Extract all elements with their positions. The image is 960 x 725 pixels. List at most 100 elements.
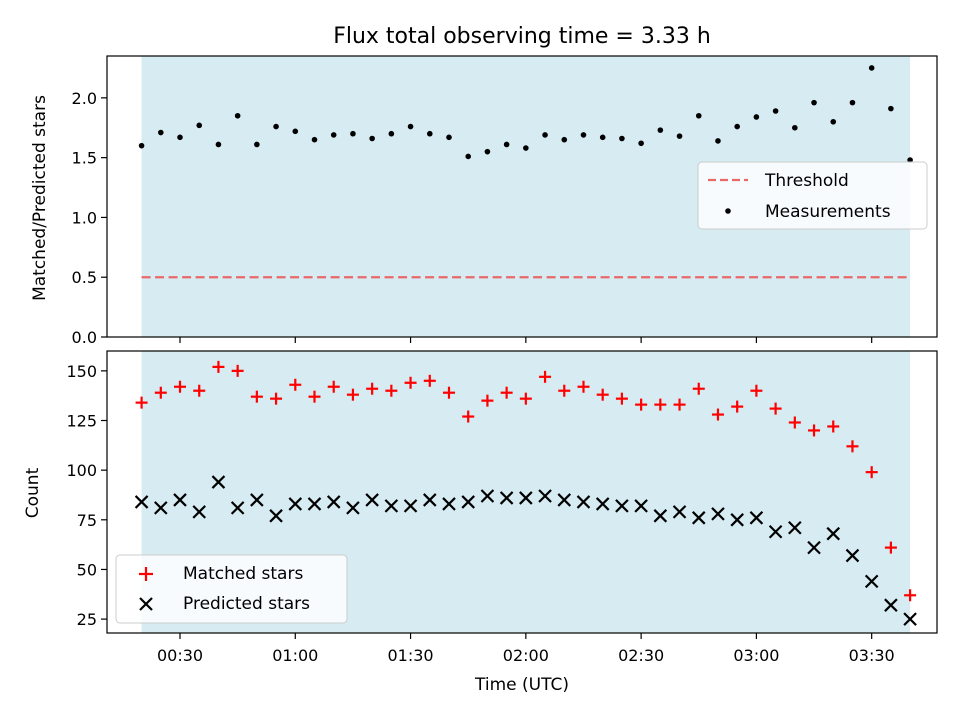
x-b [788,520,802,535]
x-b [480,489,495,503]
predicted-star-point [480,489,495,503]
predicted-star-point [768,524,783,539]
matched-star-point [404,376,417,389]
legend-matched-swatch [139,567,153,581]
matched-star-point [154,386,167,399]
x-b [730,513,744,527]
predicted-star-point [691,511,706,525]
x-tick-label: 00:30 [157,646,203,665]
matched-star-point [846,440,859,453]
x-tick-label: 03:00 [733,646,779,665]
x-tick-label: 02:30 [618,646,664,665]
y-tick-label: 2.0 [72,89,97,108]
predicted-star-point [269,509,283,523]
ratio-y-axis-label: Matched/Predicted stars [30,95,50,301]
predicted-star-point [134,495,149,509]
y-tick-label: 1.5 [72,149,97,168]
predicted-star-point [557,493,572,507]
matched-star-point [769,402,782,415]
predicted-star-point [154,501,168,515]
matched-star-point [250,390,263,403]
matched-star-point [366,382,379,395]
measurement-point [407,123,414,130]
measurement-point [599,134,606,141]
measurement-point [638,140,644,147]
matched-star-point [904,589,917,602]
measurement-point [138,142,145,149]
x-b [442,497,456,511]
measurement-point [330,132,337,138]
measurement-point [311,136,318,143]
x-b [557,493,572,507]
predicted-star-point [788,520,802,535]
x-b [711,507,725,521]
measurement-point [254,141,260,148]
matched-star-point [174,380,187,393]
measurement-point [234,112,241,119]
x-b [250,493,264,507]
count-legend: Matched stars Predicted stars [115,554,348,624]
predicted-star-point [653,509,668,523]
matched-star-point [827,420,840,433]
predicted-star-point [442,497,456,511]
x-b [653,509,668,523]
measurement-point [157,129,164,136]
x-b [576,495,591,509]
x-b [326,495,341,509]
measurement-point [177,134,183,141]
x-b [346,501,360,515]
x-b [269,509,283,523]
matched-star-point [135,396,148,409]
matched-star-point [788,416,801,429]
x-b [615,499,629,513]
measurement-point [350,130,356,137]
predicted-star-point [461,495,475,509]
y-tick-label: 100 [66,461,97,480]
x-b [154,501,168,515]
matched-star-point [423,374,436,387]
count-panel: 25 50 75 100 125 150 00:30 01:00 01:30 02:00 02:3… [23,350,938,695]
measurement-point [388,130,395,137]
measurement-point [561,136,568,143]
matched-star-point [442,386,455,399]
matched-star-point [462,410,475,423]
x-b [845,548,860,563]
predicted-star-point [730,513,744,527]
measurement-point [734,123,740,130]
legend-measurements-swatch [725,208,731,214]
y-tick-label: 0.5 [72,268,97,287]
predicted-star-point [595,497,610,511]
x-tick-label: 01:30 [388,646,434,665]
x-tick-label: 01:00 [272,646,318,665]
predicted-star-point [634,499,648,513]
matched-star-point [212,360,225,373]
matched-star-point [193,384,206,397]
x-axis-label: Time (UTC) [474,675,569,695]
x-b [211,475,226,489]
ratio-axes-frame [106,55,938,338]
x-b [691,511,706,525]
measurement-point [772,108,779,114]
ratio-y-ticks: 0.0 0.5 1.0 1.5 2.0 [72,89,107,347]
predicted-star-point [250,493,264,507]
measurement-point [484,148,491,155]
matched-star-point [615,392,628,405]
predicted-star-point [307,497,322,511]
x-tick-label: 03:30 [849,646,895,665]
matched-star-point [750,384,763,397]
matched-star-point [385,384,398,397]
measurement-point [273,123,279,130]
count-x-ticks: 00:30 01:00 01:30 02:00 02:30 03:00 03:30 [157,633,895,665]
matched-star-point [539,370,552,383]
x-b [173,493,187,507]
predicted-star-point [749,511,764,525]
matched-star-point [808,424,821,437]
predicted-star-point [211,475,226,489]
x-b [307,497,322,511]
x-b [384,499,399,513]
predicted-star-point [807,540,821,555]
x-b [422,493,437,507]
predicted-star-point [403,499,418,513]
ratio-series [138,65,913,279]
